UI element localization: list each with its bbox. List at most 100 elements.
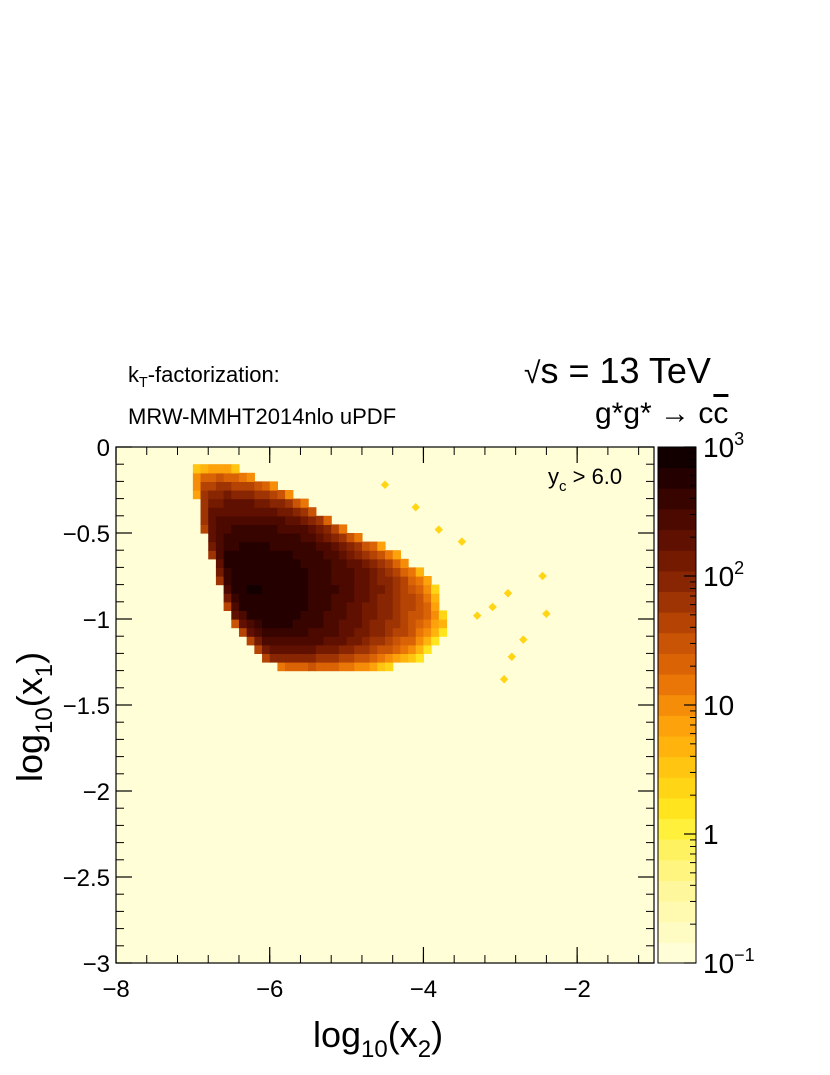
palette-label-exp: 2 — [734, 558, 744, 578]
heat-cell — [285, 627, 294, 637]
method-suffix: -factorization: — [147, 362, 280, 387]
heat-cell — [369, 584, 378, 594]
heat-cell — [269, 636, 278, 646]
heat-cell — [354, 619, 363, 629]
palette-band — [658, 921, 696, 943]
heat-cell — [377, 610, 386, 620]
heat-cell — [292, 653, 302, 663]
heat-cell — [308, 584, 317, 594]
heat-cell — [262, 490, 271, 500]
heat-cell — [231, 558, 240, 568]
cut-annotation-part: y — [548, 464, 559, 489]
sparse-point — [380, 480, 390, 490]
heat-cell — [323, 541, 332, 551]
y-axis-title-part: x — [9, 677, 50, 695]
heat-cell — [262, 507, 271, 517]
heat-cell — [300, 524, 309, 534]
heat-cell — [300, 644, 309, 654]
heat-cell — [231, 584, 240, 594]
heat-cell — [292, 593, 302, 603]
y-axis-title-part: 10 — [31, 707, 58, 734]
heat-cell — [354, 593, 363, 603]
palette-label-base: 10 — [703, 561, 734, 592]
heat-cell — [277, 576, 286, 586]
heat-cell — [400, 644, 409, 654]
heat-cell — [392, 593, 401, 603]
palette-label-base: 10 — [703, 948, 734, 979]
y-tick-label: −0.5 — [63, 521, 110, 548]
cut-annotation: yc > 6.0 — [548, 464, 622, 495]
heat-cell — [269, 619, 278, 629]
heat-cell — [354, 636, 363, 646]
heat-cell — [361, 627, 371, 637]
heat-cell — [408, 627, 417, 637]
x-axis-title-part: 2 — [418, 1036, 431, 1063]
heat-cell — [254, 619, 263, 629]
heat-cell — [438, 627, 448, 637]
heat-cell — [385, 610, 394, 620]
heat-cell — [208, 472, 217, 482]
heat-cell — [385, 567, 394, 577]
heat-cell — [338, 653, 348, 663]
heat-cell — [223, 515, 232, 525]
heat-cell — [277, 498, 286, 508]
heat-cell — [323, 619, 332, 629]
heat-cell — [223, 498, 232, 508]
heat-cell — [346, 576, 355, 586]
heat-cell — [285, 490, 294, 500]
heat-cell — [254, 644, 263, 654]
heat-cell — [400, 653, 409, 663]
heat-cell — [231, 576, 240, 586]
heat-cell — [269, 593, 278, 603]
heat-cell — [269, 550, 278, 560]
heat-cell — [292, 636, 302, 646]
palette-band — [658, 488, 696, 510]
heat-cell — [377, 653, 386, 663]
heat-cell — [262, 524, 271, 534]
heat-cell — [285, 593, 294, 603]
heat-cell — [231, 507, 240, 517]
heat-cell — [369, 636, 378, 646]
heat-cell — [385, 558, 394, 568]
heat-cell — [254, 567, 263, 577]
heat-cell — [262, 558, 271, 568]
heat-cell — [361, 558, 371, 568]
heat-cell — [269, 524, 278, 534]
heat-cell — [377, 576, 386, 586]
heat-cell — [231, 464, 240, 474]
heat-cell — [269, 490, 278, 500]
heat-cell — [315, 567, 325, 577]
y-axis-title-part: log — [9, 734, 50, 782]
heat-cell — [415, 576, 425, 586]
heat-cell — [331, 576, 340, 586]
heat-cell — [408, 636, 417, 646]
heat-cell — [208, 507, 217, 517]
heat-cell — [223, 593, 232, 603]
heat-cell — [246, 627, 255, 637]
heat-cell — [292, 644, 302, 654]
sparse-point — [411, 502, 420, 512]
heat-cell — [423, 610, 432, 620]
heat-cell — [377, 662, 386, 672]
heat-cell — [215, 576, 225, 586]
heat-cell — [246, 558, 255, 568]
heat-cell — [338, 619, 348, 629]
heat-cell — [338, 576, 348, 586]
heat-cell — [308, 515, 317, 525]
heat-cell — [354, 627, 363, 637]
heat-cell — [277, 662, 286, 672]
heat-cell — [400, 627, 409, 637]
heat-cell — [200, 524, 209, 534]
heat-cell — [300, 576, 309, 586]
heat-cell — [308, 610, 317, 620]
heat-cell — [246, 593, 255, 603]
heat-cell — [246, 584, 255, 594]
heat-cell — [331, 627, 340, 637]
heat-cell — [323, 636, 332, 646]
heat-cell — [238, 524, 248, 534]
heat-cell — [246, 550, 255, 560]
heat-cell — [400, 567, 409, 577]
heat-cell — [354, 550, 363, 560]
palette-band — [658, 447, 696, 469]
